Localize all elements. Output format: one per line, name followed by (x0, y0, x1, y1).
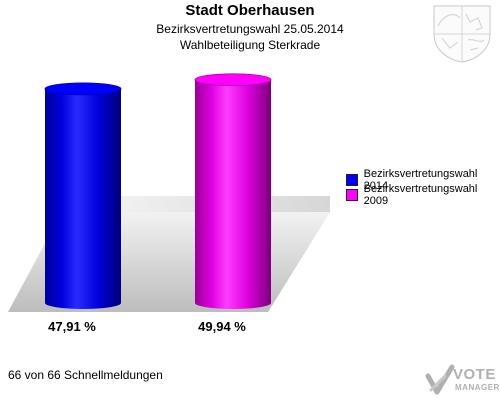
bar-value-label-2009: 49,94 % (198, 319, 246, 334)
legend-swatch-2014 (346, 173, 358, 186)
bar-2009 (194, 73, 272, 309)
legend-item-2014: Bezirksvertretungswahl 2014 (346, 168, 500, 192)
legend-label-2009: Bezirksvertretungswahl 2009 (363, 182, 478, 207)
legend-item-2009: Bezirksvertretungswahl 2009 (346, 183, 500, 207)
bar-2014 (44, 82, 122, 309)
chart-subtitle-area: Wahlbeteiligung Sterkrade (179, 38, 321, 52)
vote-manager-logo: VOTE MANAGER (425, 364, 500, 400)
legend: Bezirksvertretungswahl 2014 Bezirksvertr… (346, 168, 500, 207)
chart-title: Stadt Oberhausen (185, 2, 315, 19)
legend-swatch-2009 (346, 188, 358, 201)
logo-text-manager: MANAGER (455, 383, 500, 392)
chart-subtitle-date: Bezirksvertretungswahl 25.05.2014 (156, 22, 344, 36)
legend-label-2014: Bezirksvertretungswahl 2014 (363, 167, 478, 192)
vote-manager-check-icon (425, 364, 455, 395)
coat-of-arms-icon (430, 4, 494, 69)
logo-text-vote: VOTE (453, 366, 496, 383)
footer-status: 66 von 66 Schnellmeldungen (8, 368, 163, 382)
bar-value-label-2014: 47,91 % (48, 319, 96, 334)
